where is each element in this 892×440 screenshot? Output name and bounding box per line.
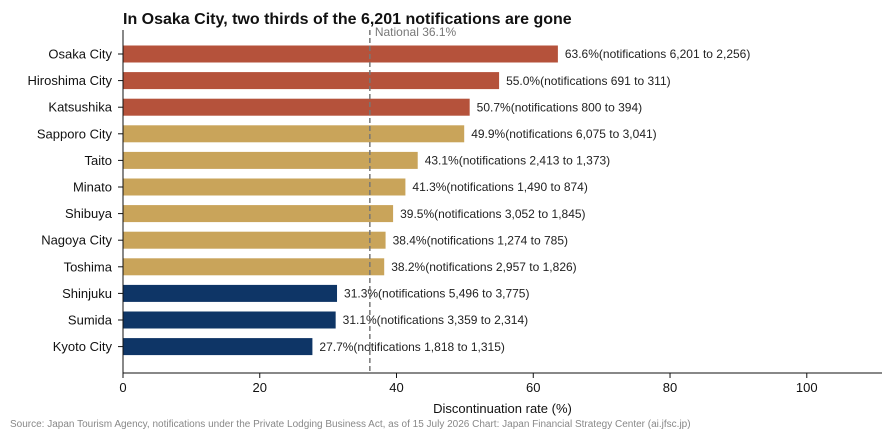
x-tick-label: 20 xyxy=(253,380,267,395)
x-tick-label: 40 xyxy=(389,380,403,395)
bar-nagoya-city xyxy=(123,232,386,249)
bar-value-label: 39.5%(notifications 3,052 to 1,845) xyxy=(400,207,585,221)
bar-shinjuku xyxy=(123,285,337,302)
category-label: Sumida xyxy=(68,313,113,328)
bar-value-label: 63.6%(notifications 6,201 to 2,256) xyxy=(565,47,750,61)
bar-value-label: 38.4%(notifications 1,274 to 785) xyxy=(393,233,568,247)
source-note: Source: Japan Tourism Agency, notificati… xyxy=(10,419,691,430)
national-average-label: National 36.1% xyxy=(375,25,457,39)
x-tick-label: 80 xyxy=(663,380,677,395)
x-axis-label: Discontinuation rate (%) xyxy=(433,401,572,416)
x-tick-label: 60 xyxy=(526,380,540,395)
bar-value-label: 41.3%(notifications 1,490 to 874) xyxy=(412,180,587,194)
category-labels: Osaka City Hiroshima City Katsushika Sappor… xyxy=(27,47,123,355)
bar-shibuya xyxy=(123,205,393,222)
category-label: Shibuya xyxy=(65,206,113,221)
bar-value-label: 49.9%(notifications 6,075 to 3,041) xyxy=(471,127,656,141)
x-axis-ticks: 0 20 40 60 80 100 xyxy=(119,373,817,395)
category-label: Taito xyxy=(85,153,112,168)
x-tick-label: 0 xyxy=(119,380,126,395)
category-label: Kyoto City xyxy=(53,339,113,354)
bar-taito xyxy=(123,152,418,169)
bar-value-labels: 63.6%(notifications 6,201 to 2,256) 55.0… xyxy=(319,47,750,354)
category-label: Hiroshima City xyxy=(27,73,112,88)
bar-toshima xyxy=(123,258,384,275)
bar-osaka-city xyxy=(123,46,558,63)
chart-title: In Osaka City, two thirds of the 6,201 n… xyxy=(123,11,572,28)
bar-sumida xyxy=(123,312,336,329)
bar-value-label: 55.0%(notifications 691 to 311) xyxy=(506,74,671,88)
bar-value-label: 50.7%(notifications 800 to 394) xyxy=(477,100,642,114)
category-label: Osaka City xyxy=(48,47,112,62)
bar-value-label: 38.2%(notifications 2,957 to 1,826) xyxy=(391,260,576,274)
category-label: Sapporo City xyxy=(37,126,113,141)
bar-minato xyxy=(123,179,405,196)
bars-group xyxy=(123,46,558,356)
category-label: Shinjuku xyxy=(62,286,112,301)
bar-value-label: 43.1%(notifications 2,413 to 1,373) xyxy=(425,154,610,168)
x-tick-label: 100 xyxy=(796,380,818,395)
bar-sapporo-city xyxy=(123,125,464,142)
category-label: Toshima xyxy=(64,259,113,274)
category-label: Katsushika xyxy=(48,100,112,115)
bar-value-label: 27.7%(notifications 1,818 to 1,315) xyxy=(319,340,504,354)
bar-hiroshima-city xyxy=(123,72,499,89)
bar-kyoto-city xyxy=(123,338,312,355)
bar-value-label: 31.3%(notifications 5,496 to 3,775) xyxy=(344,287,529,301)
bar-katsushika xyxy=(123,99,470,116)
category-label: Minato xyxy=(73,180,112,195)
category-label: Nagoya City xyxy=(41,233,112,248)
